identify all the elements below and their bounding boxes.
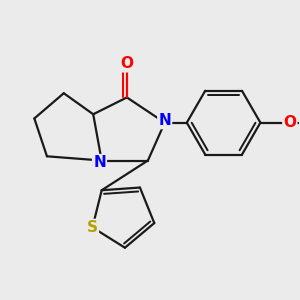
Text: N: N <box>158 113 171 128</box>
Text: S: S <box>87 220 98 235</box>
Text: N: N <box>93 155 106 170</box>
Text: O: O <box>283 115 296 130</box>
Text: O: O <box>120 56 134 71</box>
